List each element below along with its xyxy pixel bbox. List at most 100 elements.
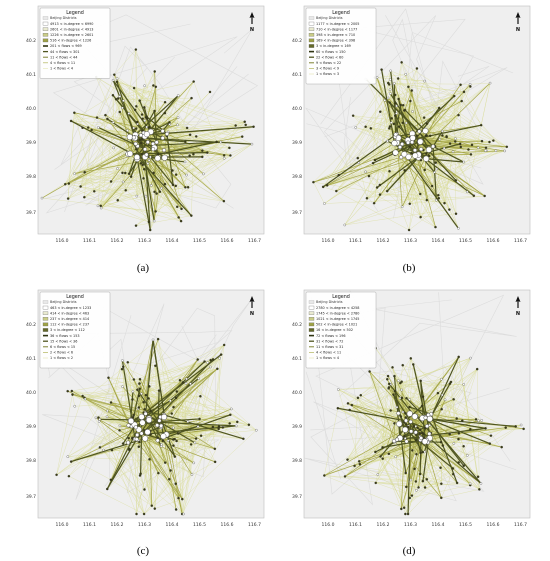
node-low-indegree xyxy=(69,460,73,463)
node-low-indegree xyxy=(229,154,232,157)
node-markers xyxy=(40,48,255,232)
node-low-indegree xyxy=(397,379,400,382)
node-low-indegree xyxy=(386,139,389,143)
flow-line-light xyxy=(145,147,230,197)
flow-line-light xyxy=(372,77,378,164)
node-high-indegree xyxy=(126,133,133,141)
flow-line-mid xyxy=(420,84,471,142)
node-low-indegree xyxy=(459,83,462,87)
node-low-indegree xyxy=(154,85,158,89)
lon-tick-label: 116.2 xyxy=(377,238,390,244)
node-low-indegree xyxy=(470,143,474,147)
flow-line-light xyxy=(71,379,141,392)
node-low-indegree xyxy=(229,413,232,417)
node-high-indegree xyxy=(134,437,139,442)
flow-line-mid xyxy=(134,438,183,500)
node-low-indegree xyxy=(139,162,143,165)
node-high-indegree xyxy=(159,423,164,428)
lon-tick-label: 116.6 xyxy=(487,522,500,528)
node-low-indegree xyxy=(400,61,403,64)
flow-line-light xyxy=(84,155,138,198)
flow-line-mid xyxy=(431,413,524,430)
node-low-indegree xyxy=(408,496,412,500)
node-low-indegree xyxy=(140,392,143,395)
flow-line-light xyxy=(336,126,400,192)
node-low-indegree xyxy=(126,129,129,132)
node-high-indegree xyxy=(126,150,134,157)
flow-line-dark xyxy=(409,406,432,415)
lat-tick-label: 39.9 xyxy=(292,140,302,146)
node-low-indegree xyxy=(132,86,136,90)
lon-tick-label: 116.1 xyxy=(83,522,96,528)
flow-line-light xyxy=(404,468,454,508)
node-low-indegree xyxy=(71,393,74,396)
node-low-indegree xyxy=(185,126,189,130)
node-low-indegree xyxy=(469,356,472,360)
legend-swatch-districts xyxy=(42,300,49,304)
flow-line-light xyxy=(150,434,171,471)
flow-line-light xyxy=(143,474,193,515)
node-low-indegree xyxy=(111,78,115,82)
district-boundary xyxy=(310,343,511,506)
north-arrow: N xyxy=(249,12,255,33)
flow-line-mid xyxy=(144,438,166,463)
node-high-indegree xyxy=(160,128,165,134)
flow-line-light xyxy=(151,438,197,506)
flow-line-dark xyxy=(140,126,254,136)
node-low-indegree xyxy=(466,454,469,457)
node-low-indegree xyxy=(114,97,118,101)
legend-swatch-districts xyxy=(308,300,315,304)
node-low-indegree xyxy=(66,455,70,458)
flow-line-light xyxy=(110,479,152,506)
node-low-indegree xyxy=(452,442,456,445)
node-low-indegree xyxy=(469,153,473,156)
legend-item-label: 44 < flows < 301 xyxy=(50,50,80,54)
node-low-indegree xyxy=(168,121,171,124)
node-low-indegree xyxy=(418,432,422,435)
node-low-indegree xyxy=(217,427,220,431)
node-high-indegree xyxy=(426,412,431,417)
map-panel-b: 40.2 40.1 40.0 39.9 39.8 39.7 116.0 116.1 116.2 1… xyxy=(284,2,534,244)
node-low-indegree xyxy=(323,474,326,477)
flow-line-dark xyxy=(404,109,426,132)
flow-line-light xyxy=(375,348,402,382)
flow-line-light xyxy=(212,344,225,428)
node-low-indegree xyxy=(476,146,480,149)
node-low-indegree xyxy=(465,190,469,194)
node-high-indegree xyxy=(425,146,432,153)
node-low-indegree xyxy=(174,482,177,485)
flow-line-light xyxy=(132,438,145,490)
node-low-indegree xyxy=(415,489,418,492)
node-low-indegree xyxy=(228,146,231,150)
node-high-indegree xyxy=(427,431,432,436)
legend-item-label: 31 < flows < 72 xyxy=(316,339,343,343)
north-arrow: N xyxy=(515,296,521,317)
lon-tick-label: 116.7 xyxy=(248,522,261,528)
flow-line-dark xyxy=(406,397,426,419)
lon-tick-label: 116.1 xyxy=(83,238,96,244)
flow-line-light xyxy=(136,178,144,197)
node-low-indegree xyxy=(500,445,503,449)
flow-line-light xyxy=(441,489,480,499)
node-low-indegree xyxy=(488,442,492,445)
node-low-indegree xyxy=(462,464,466,467)
node-low-indegree xyxy=(138,377,142,381)
node-low-indegree xyxy=(236,420,239,424)
flow-line-light xyxy=(103,449,145,515)
node-low-indegree xyxy=(441,444,445,447)
flow-line-light xyxy=(178,428,219,499)
legend-item-label: 1 < flows < 4 xyxy=(316,356,339,360)
flow-line-light xyxy=(181,423,230,515)
node-high-indegree xyxy=(155,438,160,443)
flow-line-dark xyxy=(419,141,457,181)
node-low-indegree xyxy=(145,125,148,129)
legend-swatch-indegree xyxy=(308,27,315,31)
node-low-indegree xyxy=(402,506,406,509)
flow-line-light xyxy=(74,112,152,186)
node-low-indegree xyxy=(171,183,175,187)
node-low-indegree xyxy=(407,85,410,89)
north-arrow-head xyxy=(515,296,521,302)
flow-line-dark xyxy=(146,95,179,135)
flow-line-light xyxy=(401,381,432,415)
flow-line-light xyxy=(446,115,459,137)
